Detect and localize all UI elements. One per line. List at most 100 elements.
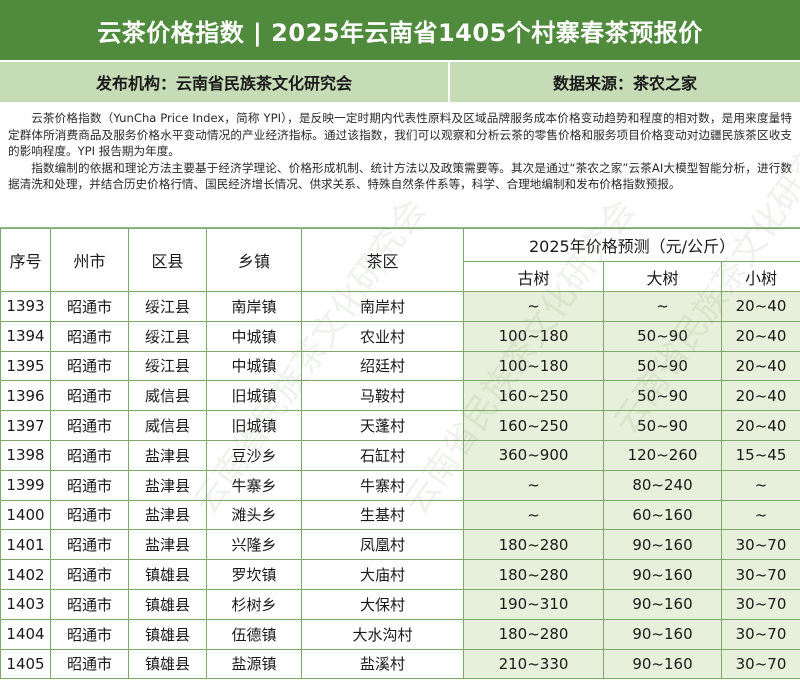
cell-town: 豆沙乡	[206, 439, 302, 471]
cell-area: 盐溪村	[301, 648, 464, 680]
cell-county: 盐津县	[128, 499, 207, 531]
cell-seq: 1400	[0, 499, 51, 531]
cell-seq: 1401	[0, 529, 51, 561]
cell-area: 马鞍村	[301, 380, 464, 412]
cell-ancient: 160~250	[463, 380, 604, 412]
cell-seq: 1393	[0, 291, 51, 322]
cell-small: ~	[720, 469, 800, 501]
cell-ancient: 100~180	[463, 320, 604, 352]
header-ancient-tree: 古树	[463, 261, 604, 292]
publisher-label: 发布机构：云南省民族茶文化研究会	[0, 62, 450, 102]
cell-seq: 1394	[0, 320, 51, 352]
cell-large: 80~240	[603, 469, 722, 501]
header-seq: 序号	[0, 228, 51, 292]
header-town: 乡镇	[206, 228, 302, 292]
cell-prefecture: 昭通市	[50, 410, 129, 441]
cell-town: 杉树乡	[206, 588, 302, 620]
cell-ancient: 360~900	[463, 439, 604, 471]
cell-prefecture: 昭通市	[50, 320, 129, 352]
cell-area: 生基村	[301, 499, 464, 531]
cell-prefecture: 昭通市	[50, 291, 129, 322]
header-prefecture: 州市	[50, 228, 129, 292]
intro-text: 云茶价格指数（YunCha Price Index，简称 YPI），是反映一定时…	[0, 102, 800, 228]
cell-small: 20~40	[720, 410, 800, 441]
cell-county: 镇雄县	[128, 559, 207, 590]
intro-paragraph-2: 指数编制的依据和理论方法主要基于经济学理论、价格形成机制、统计方法以及政策需要等…	[8, 160, 792, 192]
table-row: 1403 昭通市 镇雄县 杉树乡 大保村 190~310 90~160 30~7…	[0, 588, 800, 620]
cell-seq: 1402	[0, 559, 51, 590]
cell-ancient: 180~280	[463, 529, 604, 561]
cell-county: 盐津县	[128, 439, 207, 471]
cell-area: 牛寨村	[301, 469, 464, 501]
cell-small: 30~70	[720, 618, 800, 650]
cell-ancient: 180~280	[463, 559, 604, 590]
price-table: 序号 州市 区县 乡镇 茶区 2025年价格预测（元/公斤） 古树 大树 小树 …	[0, 228, 800, 680]
cell-town: 南岸镇	[206, 291, 302, 322]
cell-small: 20~40	[720, 291, 800, 322]
cell-small: 30~70	[720, 648, 800, 680]
intro-paragraph-1: 云茶价格指数（YunCha Price Index，简称 YPI），是反映一定时…	[8, 111, 792, 158]
cell-county: 镇雄县	[128, 618, 207, 650]
cell-town: 兴隆乡	[206, 529, 302, 561]
cell-large: 90~160	[603, 529, 722, 561]
header-forecast: 2025年价格预测（元/公斤）	[462, 228, 800, 262]
cell-town: 罗坎镇	[206, 559, 302, 590]
cell-county: 绥江县	[128, 350, 207, 382]
table-row: 1405 昭通市 镇雄县 盐源镇 盐溪村 210~330 90~160 30~7…	[0, 648, 800, 680]
cell-ancient: 210~330	[463, 648, 604, 680]
table-row: 1396 昭通市 威信县 旧城镇 马鞍村 160~250 50~90 20~40	[0, 380, 800, 412]
header-large-tree: 大树	[603, 261, 722, 292]
cell-ancient: ~	[463, 469, 604, 501]
cell-town: 旧城镇	[206, 410, 302, 441]
cell-prefecture: 昭通市	[50, 529, 129, 561]
cell-county: 盐津县	[128, 529, 207, 561]
cell-large: 50~90	[603, 410, 722, 441]
cell-large: 50~90	[603, 380, 722, 412]
cell-large: 60~160	[603, 499, 722, 531]
cell-area: 大保村	[301, 588, 464, 620]
cell-ancient: 160~250	[463, 410, 604, 441]
cell-prefecture: 昭通市	[50, 380, 129, 412]
cell-county: 镇雄县	[128, 648, 207, 680]
cell-town: 盐源镇	[206, 648, 302, 680]
cell-seq: 1399	[0, 469, 51, 501]
cell-county: 盐津县	[128, 469, 207, 501]
cell-seq: 1404	[0, 618, 51, 650]
cell-area: 大水沟村	[301, 618, 464, 650]
meta-bar: 发布机构：云南省民族茶文化研究会 数据来源：茶农之家	[0, 62, 800, 102]
cell-county: 镇雄县	[128, 588, 207, 620]
cell-seq: 1403	[0, 588, 51, 620]
cell-area: 凤凰村	[301, 529, 464, 561]
cell-large: 50~90	[603, 320, 722, 352]
cell-area: 大庙村	[301, 559, 464, 590]
cell-prefecture: 昭通市	[50, 350, 129, 382]
cell-ancient: 180~280	[463, 618, 604, 650]
cell-ancient: 190~310	[463, 588, 604, 620]
cell-small: 30~70	[720, 529, 800, 561]
cell-small: 30~70	[720, 559, 800, 590]
cell-large: 90~160	[603, 588, 722, 620]
cell-town: 旧城镇	[206, 380, 302, 412]
cell-large: 90~160	[603, 559, 722, 590]
cell-large: 90~160	[603, 618, 722, 650]
cell-large: 90~160	[603, 648, 722, 680]
cell-county: 威信县	[128, 380, 207, 412]
cell-prefecture: 昭通市	[50, 618, 129, 650]
table-row: 1400 昭通市 盐津县 滩头乡 生基村 ~ 60~160 ~	[0, 499, 800, 531]
cell-ancient: ~	[463, 499, 604, 531]
cell-small: 15~45	[720, 439, 800, 471]
cell-small: ~	[720, 499, 800, 531]
table-row: 1393 昭通市 绥江县 南岸镇 南岸村 ~ ~ 20~40	[0, 291, 800, 322]
cell-seq: 1396	[0, 380, 51, 412]
table-row: 1398 昭通市 盐津县 豆沙乡 石缸村 360~900 120~260 15~…	[0, 439, 800, 471]
cell-prefecture: 昭通市	[50, 588, 129, 620]
table-row: 1399 昭通市 盐津县 牛寨乡 牛寨村 ~ 80~240 ~	[0, 469, 800, 501]
table-row: 1397 昭通市 威信县 旧城镇 天蓬村 160~250 50~90 20~40	[0, 410, 800, 441]
cell-small: 20~40	[720, 350, 800, 382]
header-county: 区县	[128, 228, 207, 292]
header-tea-area: 茶区	[301, 228, 464, 292]
cell-seq: 1405	[0, 648, 51, 680]
cell-seq: 1397	[0, 410, 51, 441]
cell-town: 伍德镇	[206, 618, 302, 650]
cell-area: 石缸村	[301, 439, 464, 471]
